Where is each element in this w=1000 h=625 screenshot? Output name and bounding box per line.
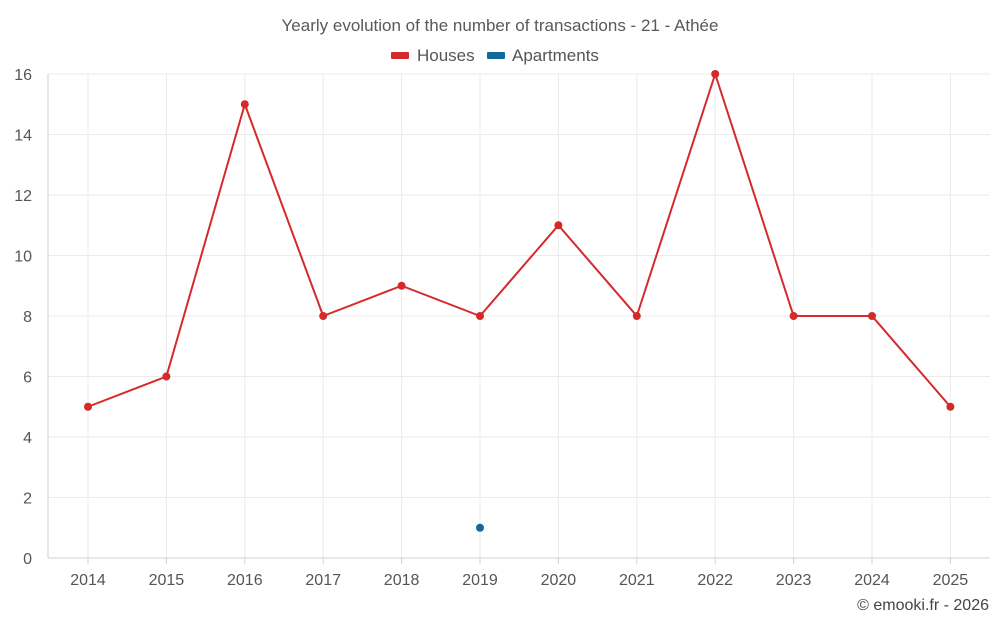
x-tick-label: 2018 <box>384 572 420 589</box>
x-tick-label: 2014 <box>70 572 106 589</box>
data-point-houses[interactable] <box>632 312 641 320</box>
legend-swatch-apartments <box>487 52 505 59</box>
x-tick-label: 2015 <box>149 572 185 589</box>
x-tick-label: 2022 <box>697 572 733 589</box>
data-point-houses[interactable] <box>868 312 876 320</box>
x-tick-label: 2021 <box>619 572 655 589</box>
y-tick-label: 2 <box>23 491 32 508</box>
y-tick-label: 4 <box>23 430 32 447</box>
data-point-houses[interactable] <box>476 312 484 320</box>
data-point-houses[interactable] <box>946 402 955 411</box>
y-tick-label: 16 <box>14 67 32 84</box>
x-tick-label: 2019 <box>462 572 498 589</box>
series-line-houses <box>87 73 952 408</box>
data-point-houses[interactable] <box>240 100 249 109</box>
series-apartments <box>476 523 484 532</box>
chart-legend[interactable]: Houses Apartments <box>391 46 599 65</box>
data-point-houses[interactable] <box>397 281 406 290</box>
x-tick-label: 2020 <box>541 572 577 589</box>
y-tick-label: 0 <box>23 551 32 568</box>
y-tick-label: 6 <box>23 370 32 387</box>
chart-title: Yearly evolution of the number of transa… <box>282 16 719 35</box>
legend-item-houses[interactable]: Houses <box>391 46 475 65</box>
y-tick-label: 10 <box>14 249 32 266</box>
x-tick-label: 2023 <box>776 572 812 589</box>
y-tick-label: 8 <box>23 309 32 326</box>
data-point-houses[interactable] <box>84 402 92 411</box>
x-tick-label: 2025 <box>933 572 969 589</box>
chart-axes <box>47 74 990 564</box>
data-point-apartments[interactable] <box>476 523 484 532</box>
data-point-houses[interactable] <box>711 70 720 78</box>
x-tick-label: 2016 <box>227 572 263 589</box>
legend-item-apartments[interactable]: Apartments <box>487 46 599 65</box>
x-tick-label: 2017 <box>305 572 341 589</box>
data-point-houses[interactable] <box>319 312 328 320</box>
chart-series <box>84 70 955 532</box>
legend-swatch-houses <box>391 52 409 59</box>
data-point-houses[interactable] <box>162 372 171 381</box>
y-tick-label: 14 <box>14 128 32 145</box>
x-axis-ticks: 2014 2015 2016 2017 2018 2019 2020 2021 2022 2023… <box>70 572 968 589</box>
series-houses <box>84 70 955 411</box>
data-point-houses[interactable] <box>554 221 563 230</box>
copyright-text: © emooki.fr - 2026 <box>857 597 989 614</box>
y-axis-ticks: 0 2 4 6 8 10 12 14 16 <box>14 67 32 568</box>
data-point-houses[interactable] <box>789 312 798 320</box>
y-tick-label: 12 <box>14 188 32 205</box>
legend-label-apartments: Apartments <box>512 46 599 65</box>
legend-label-houses: Houses <box>417 46 475 65</box>
x-tick-label: 2024 <box>854 572 890 589</box>
